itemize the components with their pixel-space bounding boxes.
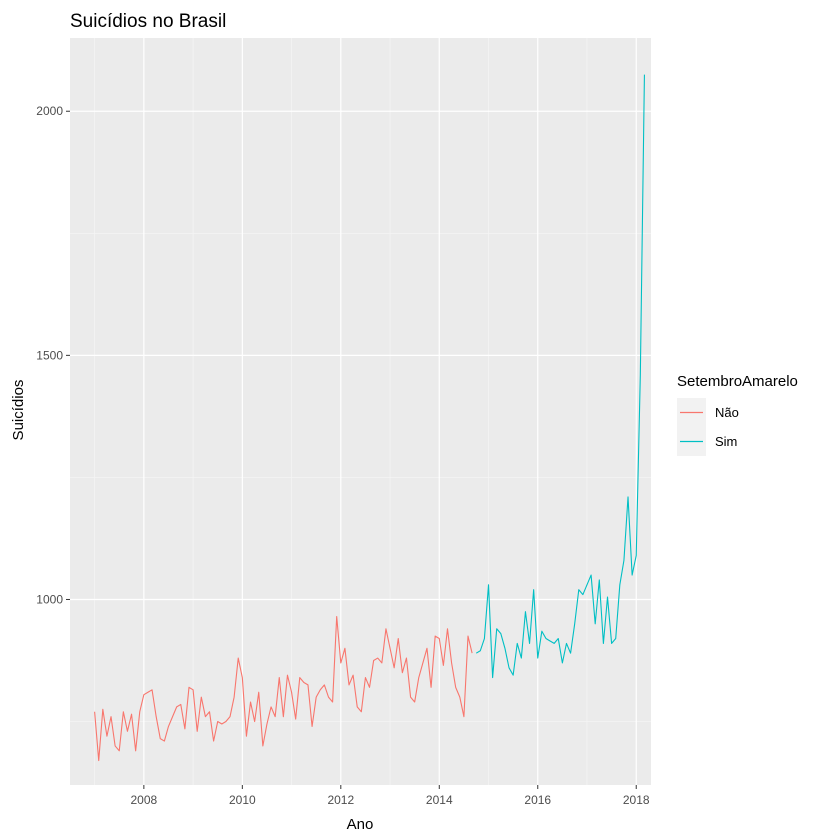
y-tick-label: 2000 xyxy=(36,104,63,118)
x-tick-label: 2016 xyxy=(524,793,551,807)
x-axis-title: Ano xyxy=(347,816,374,833)
y-tick-label: 1500 xyxy=(36,348,63,362)
x-tick-label: 2018 xyxy=(623,793,650,807)
x-axis: 2008 2010 2012 2014 2016 2018 xyxy=(131,785,650,807)
legend-label: Sim xyxy=(715,434,737,449)
series-line-sim xyxy=(475,74,645,679)
x-tick-label: 2014 xyxy=(426,793,453,807)
legend-label: Não xyxy=(715,405,739,420)
y-tick-label: 1000 xyxy=(36,592,63,606)
plot-panel xyxy=(70,38,651,785)
series-line-nao xyxy=(94,616,473,762)
x-tick-label: 2012 xyxy=(327,793,354,807)
grid-major xyxy=(70,38,651,785)
chart-title: Suicídios no Brasil xyxy=(70,11,226,32)
legend: SetembroAmarelo Não Sim xyxy=(677,373,798,456)
y-axis: 1000 1500 2000 xyxy=(36,104,70,606)
x-tick-label: 2008 xyxy=(131,793,158,807)
grid-minor xyxy=(70,38,651,785)
x-tick-label: 2010 xyxy=(229,793,256,807)
y-axis-title: Suicídios xyxy=(10,380,27,441)
legend-title: SetembroAmarelo xyxy=(677,373,798,390)
series-layer xyxy=(94,74,645,762)
